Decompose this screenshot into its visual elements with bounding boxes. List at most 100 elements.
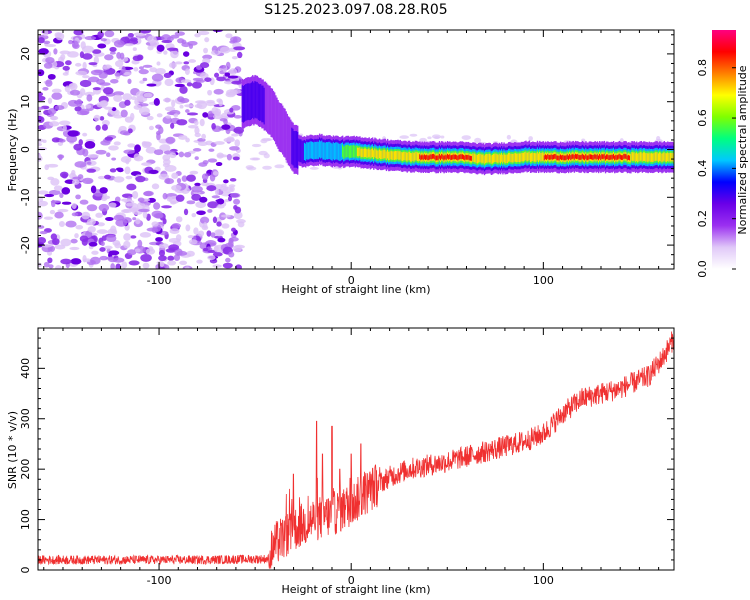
noise-blob [70, 258, 82, 265]
noise-blob [72, 176, 82, 180]
noise-blob [161, 34, 171, 42]
noise-blob [142, 64, 153, 68]
noise-blob [91, 49, 102, 54]
ridge-band [347, 144, 350, 158]
ridge-band [566, 154, 569, 160]
noise-blob [71, 202, 77, 210]
ridge-band [257, 83, 260, 121]
noise-blob [82, 148, 89, 157]
noise-blob [176, 177, 182, 184]
ridge-band [311, 141, 314, 160]
ridge-band [552, 154, 555, 160]
ridge-band [662, 152, 664, 162]
noise-blob [237, 221, 245, 228]
noise-blob [134, 98, 140, 106]
noise-blob [175, 234, 182, 242]
ridge-band [252, 81, 254, 118]
noise-blob [212, 252, 223, 257]
ridge-band [504, 154, 506, 164]
ridge-band [670, 152, 672, 162]
noise-blob [113, 39, 125, 48]
noise-blob [90, 185, 97, 194]
noise-blob [45, 57, 55, 64]
noise-blob [171, 99, 176, 108]
ridge-band [302, 140, 305, 164]
ridge-band [383, 149, 385, 159]
noise-blob [185, 224, 191, 232]
noise-blob [43, 62, 53, 69]
ridge-band [563, 155, 565, 161]
snr-y-axis-label: SNR (10 * v/v) [6, 411, 19, 489]
noise-blob [47, 108, 57, 115]
ridge-band [360, 148, 362, 158]
ridge-band [245, 84, 247, 121]
noise-blob [162, 192, 168, 200]
ridge-band [475, 154, 478, 164]
noise-blob [86, 168, 97, 173]
ridge-band [501, 153, 503, 162]
ridge-band [448, 154, 450, 160]
noise-blob [71, 169, 76, 176]
ridge-band [424, 155, 427, 160]
noise-blob [186, 174, 196, 182]
noise-blob [109, 51, 116, 55]
noise-blob [97, 43, 107, 49]
noise-blob [62, 72, 69, 76]
noise-blob [186, 200, 196, 205]
ridge-band [398, 151, 400, 160]
ridge-band [375, 149, 377, 159]
ridge-halo-blob [461, 135, 472, 140]
ridge-band [368, 148, 370, 157]
ridge-band [581, 153, 584, 159]
noise-blob [163, 97, 172, 103]
noise-blob [166, 111, 177, 116]
ridge-band [337, 142, 339, 160]
ridge-band [458, 154, 460, 160]
ridge-band [592, 155, 594, 160]
ridge-band [376, 150, 378, 160]
ridge-band [325, 142, 328, 160]
ridge-halo-blob [427, 136, 432, 140]
ridge-band [415, 151, 418, 161]
ridge-band [503, 153, 505, 163]
noise-blob [194, 33, 201, 38]
ridge-band [397, 150, 399, 160]
noise-blob [102, 65, 111, 70]
noise-blob [39, 196, 44, 203]
ridge-band [329, 141, 331, 159]
noise-blob [188, 43, 194, 49]
noise-blob [154, 68, 166, 75]
noise-blob [158, 255, 167, 262]
ridge-band [660, 152, 662, 162]
ridge-band [336, 142, 338, 160]
noise-blob [135, 175, 146, 183]
noise-blob [120, 109, 128, 118]
ridge-band [579, 155, 581, 160]
ridge-band [533, 153, 535, 162]
noise-blob [113, 141, 121, 146]
ridge-band [585, 154, 587, 159]
ridge-band [486, 153, 488, 163]
ridge-band [444, 154, 446, 160]
noise-blob [226, 153, 232, 161]
noise-blob [156, 61, 161, 66]
noise-blob [125, 202, 134, 207]
noise-blob [82, 75, 90, 79]
noise-blob [143, 141, 152, 147]
noise-blob [199, 216, 210, 224]
noise-blob [82, 61, 87, 70]
noise-blob [195, 79, 205, 83]
ridge-band [295, 131, 298, 168]
ridge-band [605, 154, 608, 160]
snr-x-ticks: -100 0 100 [43, 328, 660, 587]
noise-blob [134, 248, 141, 253]
ridge-band [543, 155, 546, 161]
noise-blob [146, 35, 157, 44]
noise-blob [194, 182, 201, 187]
noise-blob [229, 89, 242, 94]
noise-blob [104, 30, 115, 38]
noise-blob [197, 141, 208, 147]
noise-blob [219, 65, 227, 69]
ridge-band [620, 155, 623, 160]
ridge-band [267, 84, 269, 134]
